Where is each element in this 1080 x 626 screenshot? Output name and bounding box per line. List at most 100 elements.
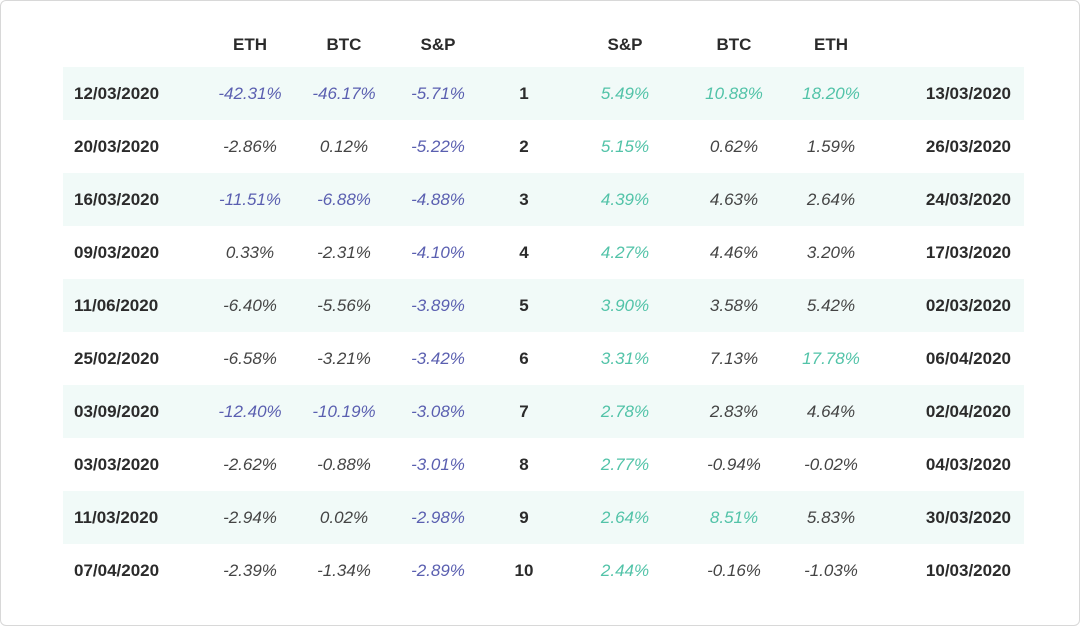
cell-sp-left: -2.98% [391,491,485,544]
cell-rank: 9 [485,491,563,544]
cell-sp-right: 5.15% [600,136,650,156]
cell-rank: 3 [485,173,563,226]
table-row: 12/03/2020 -42.31% -46.17% -5.71% 1 5.49% 10.8… [63,67,1024,120]
header-date-left [63,23,203,67]
header-date-right [881,23,1024,67]
cell-date-left: 07/04/2020 [74,560,160,580]
cell-sp-left: -5.22% [411,136,465,156]
cell-date-left: 11/03/2020 [63,491,203,544]
cell-eth-left: -2.39% [223,560,277,580]
header-sp-left: S&P [420,35,456,54]
cell-btc-left: -2.31% [317,242,371,262]
returns-table: ETH BTC S&P S&P BTC ETH 12/03/2020 -42.31% -46.… [63,23,1024,597]
cell-eth-right: 3.20% [806,242,856,262]
cell-date-right: 24/03/2020 [881,173,1024,226]
cell-rank: 10 [514,560,534,580]
cell-btc-right: -0.94% [707,454,761,474]
cell-date-left: 20/03/2020 [74,136,160,156]
cell-sp-right: 2.44% [600,560,650,580]
cell-date-right: 10/03/2020 [925,560,1011,580]
cell-eth-left: 0.33% [225,242,275,262]
cell-rank: 4 [519,242,529,262]
cell-date-right: 30/03/2020 [881,491,1024,544]
cell-rank: 2 [519,136,529,156]
cell-btc-right: 4.46% [709,242,759,262]
cell-sp-left: -5.71% [391,67,485,120]
header-sp-right: S&P [607,35,643,54]
header-rank [485,23,563,67]
cell-btc-left: -10.19% [297,385,391,438]
cell-btc-left: -5.56% [297,279,391,332]
cell-sp-right: 2.78% [563,385,687,438]
cell-eth-left: -42.31% [203,67,297,120]
cell-date-right: 02/04/2020 [881,385,1024,438]
header-eth-left: ETH [233,35,267,54]
cell-date-left: 16/03/2020 [63,173,203,226]
cell-btc-left: 0.12% [319,136,369,156]
cell-eth-right: 5.42% [781,279,881,332]
cell-rank: 7 [485,385,563,438]
table-row: 03/03/2020 -2.62% -0.88% -3.01% 8 2.77% -0.94%… [63,438,1024,491]
cell-sp-right: 3.31% [600,348,650,368]
cell-btc-right: 10.88% [687,67,781,120]
cell-eth-left: -6.58% [223,348,277,368]
cell-btc-right: 4.63% [687,173,781,226]
table-row: 16/03/2020 -11.51% -6.88% -4.88% 3 4.39% 4.63%… [63,173,1024,226]
cell-date-left: 12/03/2020 [63,67,203,120]
table-row: 09/03/2020 0.33% -2.31% -4.10% 4 4.27% 4.46% 3.… [63,226,1024,279]
cell-sp-left: -2.89% [411,560,465,580]
cell-date-left: 25/02/2020 [74,348,160,368]
header-row: ETH BTC S&P S&P BTC ETH [63,23,1024,67]
header-btc-right: BTC [716,35,752,54]
cell-sp-left: -4.88% [391,173,485,226]
cell-eth-left: -2.94% [203,491,297,544]
cell-btc-right: 2.83% [687,385,781,438]
cell-eth-left: -6.40% [203,279,297,332]
cell-eth-right: 2.64% [781,173,881,226]
header-eth-right: ETH [814,35,848,54]
cell-sp-right: 3.90% [563,279,687,332]
cell-sp-left: -3.08% [391,385,485,438]
cell-date-left: 11/06/2020 [63,279,203,332]
cell-btc-right: 8.51% [687,491,781,544]
cell-eth-left: -12.40% [203,385,297,438]
cell-date-left: 03/09/2020 [63,385,203,438]
cell-eth-left: -2.62% [223,454,277,474]
cell-date-right: 04/03/2020 [925,454,1011,474]
cell-btc-left: -3.21% [317,348,371,368]
cell-date-right: 26/03/2020 [925,136,1011,156]
cell-eth-right: 18.20% [781,67,881,120]
cell-rank: 6 [519,348,529,368]
table-row: 11/06/2020 -6.40% -5.56% -3.89% 5 3.90% 3.58% 5… [63,279,1024,332]
cell-sp-left: -3.89% [391,279,485,332]
cell-date-left: 03/03/2020 [74,454,160,474]
cell-date-right: 06/04/2020 [925,348,1011,368]
cell-eth-right: 17.78% [802,348,860,368]
cell-date-right: 17/03/2020 [925,242,1011,262]
cell-eth-right: 5.83% [781,491,881,544]
cell-btc-left: -0.88% [317,454,371,474]
cell-btc-left: -46.17% [297,67,391,120]
cell-sp-right: 2.77% [600,454,650,474]
cell-btc-right: 3.58% [687,279,781,332]
table-row: 07/04/2020 -2.39% -1.34% -2.89% 10 2.44% -0.16… [63,544,1024,597]
cell-rank: 5 [485,279,563,332]
cell-btc-left: -1.34% [317,560,371,580]
table-row: 11/03/2020 -2.94% 0.02% -2.98% 9 2.64% 8.51% 5.… [63,491,1024,544]
cell-eth-right: -0.02% [804,454,858,474]
cell-btc-left: -6.88% [297,173,391,226]
table-row: 20/03/2020 -2.86% 0.12% -5.22% 2 5.15% 0.62% 1.… [63,120,1024,173]
cell-eth-right: 1.59% [806,136,856,156]
cell-eth-right: -1.03% [804,560,858,580]
cell-date-left: 09/03/2020 [74,242,160,262]
cell-sp-right: 2.64% [563,491,687,544]
cell-btc-left: 0.02% [297,491,391,544]
table-body: 12/03/2020 -42.31% -46.17% -5.71% 1 5.49% 10.8… [63,67,1024,597]
header-btc-left: BTC [326,35,362,54]
cell-sp-right: 5.49% [563,67,687,120]
cell-sp-left: -3.42% [411,348,465,368]
cell-sp-left: -4.10% [411,242,465,262]
cell-date-right: 02/03/2020 [881,279,1024,332]
cell-sp-left: -3.01% [411,454,465,474]
cell-btc-right: 7.13% [709,348,759,368]
